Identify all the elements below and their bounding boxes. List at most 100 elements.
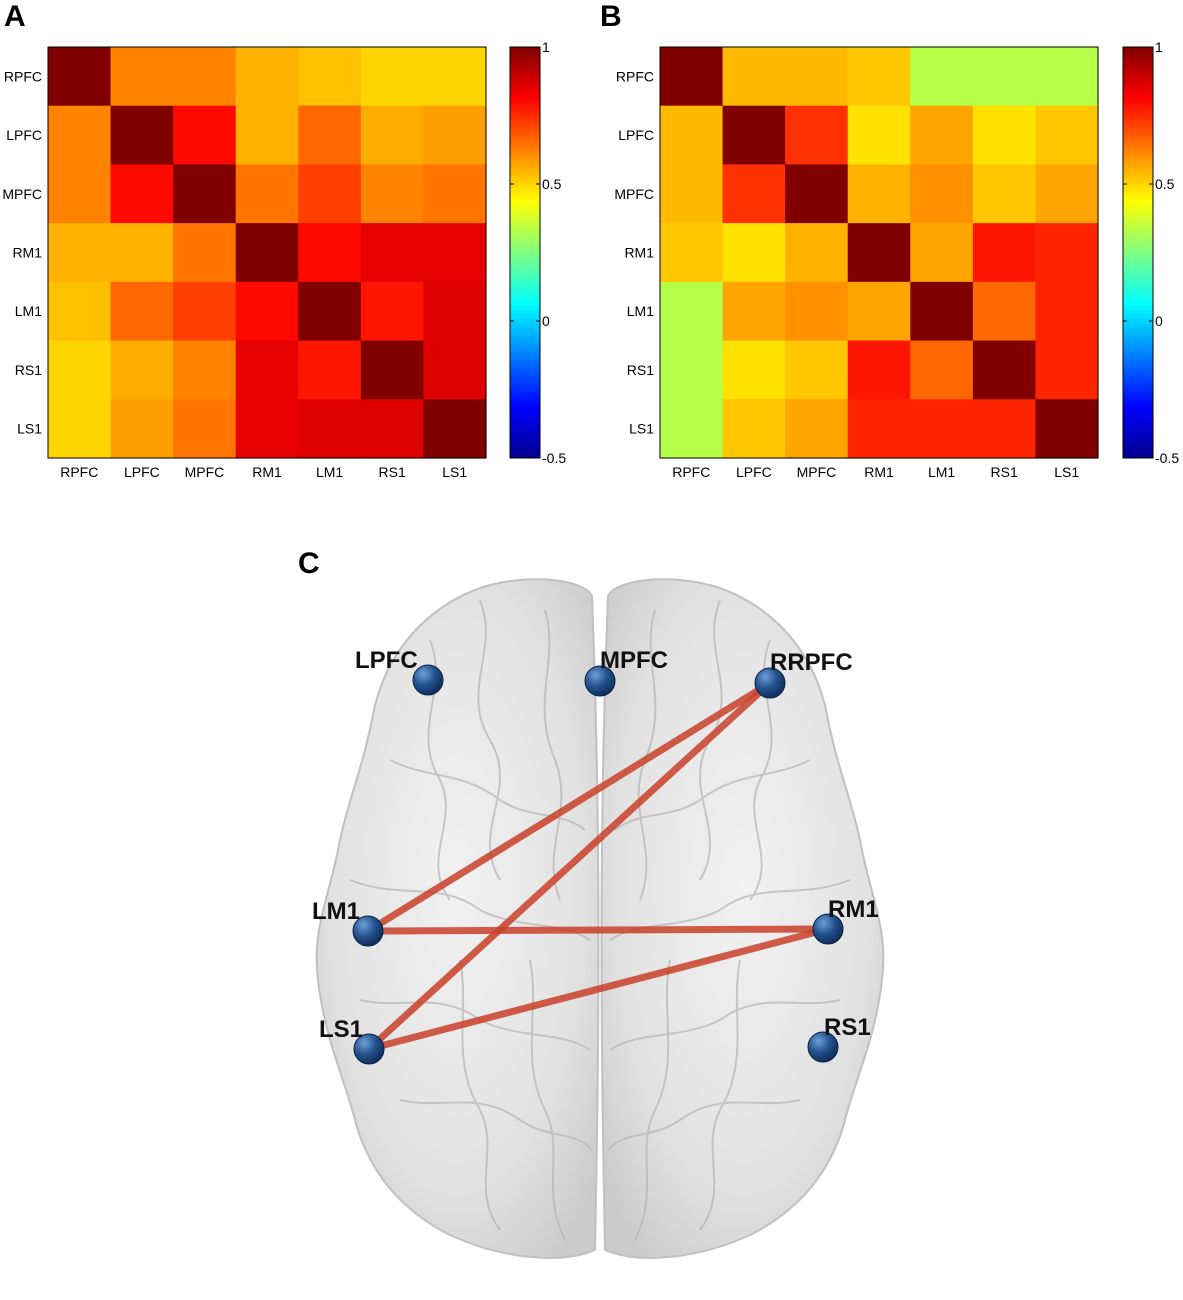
colorbar-ticks-b: 1 0.5 0 -0.5 <box>1123 39 1179 466</box>
heatmap-cell-b-rs1-rpfc <box>660 340 724 400</box>
heatmap-cell-b-lpfc-lpfc <box>722 105 786 166</box>
heatmap-cell-b-rs1-rm1 <box>847 340 911 400</box>
colorbar-tick-label-b-1: 0.5 <box>1155 176 1175 192</box>
heatmap-frame-b <box>659 46 1099 459</box>
node-lpfc <box>412 664 444 696</box>
colorbar-tick-label-b-2: 0 <box>1155 313 1163 329</box>
col-label-b-lpfc: LPFC <box>736 464 772 480</box>
panel-letter-b: B <box>600 0 622 33</box>
col-label-a-mpfc: MPFC <box>185 464 225 480</box>
heatmap-cell-a-rm1-rs1 <box>360 223 425 283</box>
heatmap-cell-b-rm1-rpfc <box>660 223 724 283</box>
brain-illustration <box>315 578 885 1259</box>
node-label-mpfc: MPFC <box>600 647 668 674</box>
row-label-b-mpfc: MPFC <box>614 186 654 202</box>
edge-ls1-rm1 <box>365 925 832 1053</box>
row-label-b-rm1: RM1 <box>624 245 654 261</box>
heatmap-cell-a-lm1-rpfc <box>48 281 112 342</box>
heatmap-cell-b-lm1-lm1 <box>910 281 974 342</box>
colorbar-tick-label-a-0: 1 <box>542 39 550 55</box>
heatmap-cell-b-lpfc-ls1 <box>1035 105 1099 166</box>
heatmap-cell-a-rpfc-mpfc <box>173 47 237 107</box>
node-label-lpfc: LPFC <box>355 647 418 674</box>
col-labels-b: RPFC LPFC MPFC RM1 LM1 RS1 LS1 <box>672 464 1079 480</box>
heatmap-cell-a-ls1-rpfc <box>48 399 112 459</box>
heatmap-cell-b-mpfc-lm1 <box>910 164 974 224</box>
heatmap-cell-b-rm1-lm1 <box>910 223 974 283</box>
node-rs1 <box>807 1031 839 1063</box>
panel-letter-a: A <box>4 0 26 33</box>
heatmap-cell-a-mpfc-lm1 <box>298 164 362 224</box>
heatmap-cell-a-lpfc-ls1 <box>423 105 487 166</box>
col-label-a-rpfc: RPFC <box>60 464 98 480</box>
heatmap-cell-a-rs1-lm1 <box>298 340 362 400</box>
heatmap-cell-a-lpfc-lpfc <box>110 105 174 166</box>
heatmap-cell-a-ls1-ls1 <box>423 399 487 459</box>
heatmap-cell-a-lm1-mpfc <box>173 281 237 342</box>
heatmap-cell-b-mpfc-rpfc <box>660 164 724 224</box>
heatmap-cell-a-mpfc-rpfc <box>48 164 112 224</box>
heatmap-cell-b-rm1-rs1 <box>972 223 1037 283</box>
row-label-b-rpfc: RPFC <box>616 68 654 84</box>
heatmap-cell-a-rpfc-rm1 <box>235 47 299 107</box>
row-label-a-rs1: RS1 <box>15 362 42 378</box>
heatmap-cell-b-ls1-rs1 <box>972 399 1037 459</box>
heatmap-cell-a-rs1-lpfc <box>110 340 174 400</box>
heatmap-cell-b-lpfc-rpfc <box>660 105 724 166</box>
heatmap-cell-a-mpfc-ls1 <box>423 164 487 224</box>
heatmap-cell-a-rs1-rpfc <box>48 340 112 400</box>
colorbar-tick-label-b-3: -0.5 <box>1155 450 1179 466</box>
heatmap-cell-a-lm1-rs1 <box>360 281 425 342</box>
heatmap-cell-a-lm1-lpfc <box>110 281 174 342</box>
heatmap-cell-b-lm1-ls1 <box>1035 281 1099 342</box>
heatmap-cell-b-lm1-rs1 <box>972 281 1037 342</box>
heatmap-cell-a-mpfc-mpfc <box>173 164 237 224</box>
heatmap-cell-b-lm1-rpfc <box>660 281 724 342</box>
heatmap-cell-a-ls1-lm1 <box>298 399 362 459</box>
network-edges <box>364 679 832 1053</box>
heatmap-cell-b-mpfc-mpfc <box>785 164 849 224</box>
colorbar-tick-label-a-2: 0 <box>542 313 550 329</box>
heatmap-cell-a-lm1-ls1 <box>423 281 487 342</box>
heatmap-cell-b-rs1-rs1 <box>972 340 1037 400</box>
heatmap-cell-a-lpfc-rs1 <box>360 105 425 166</box>
heatmap-cell-a-rpfc-lpfc <box>110 47 174 107</box>
heatmap-cell-a-ls1-mpfc <box>173 399 237 459</box>
node-label-rs1: RS1 <box>824 1014 871 1041</box>
col-label-a-lm1: LM1 <box>316 464 343 480</box>
brain-network-panel-c: C <box>298 547 885 1259</box>
heatmap-cell-b-rs1-lpfc <box>722 340 786 400</box>
heatmap-cell-a-rs1-rs1 <box>360 340 425 400</box>
edge-lm1-rm1 <box>364 925 832 935</box>
row-labels-a: RPFC LPFC MPFC RM1 LM1 RS1 LS1 <box>2 68 42 436</box>
heatmap-cells-b <box>660 47 1099 459</box>
heatmap-cell-a-rm1-mpfc <box>173 223 237 283</box>
row-label-a-lpfc: LPFC <box>6 127 42 143</box>
heatmap-cell-a-ls1-rs1 <box>360 399 425 459</box>
row-label-b-lpfc: LPFC <box>618 127 654 143</box>
heatmap-cell-b-rs1-ls1 <box>1035 340 1099 400</box>
node-ls1 <box>353 1033 385 1065</box>
col-label-a-rm1: RM1 <box>252 464 282 480</box>
heatmap-cell-a-rm1-lpfc <box>110 223 174 283</box>
heatmap-cell-a-rpfc-ls1 <box>423 47 487 107</box>
col-label-b-rs1: RS1 <box>991 464 1018 480</box>
colorbar-ticks-a: 1 0.5 0 -0.5 <box>510 39 566 466</box>
heatmap-cell-a-rs1-rm1 <box>235 340 299 400</box>
node-lm1 <box>352 915 384 947</box>
heatmap-cell-a-ls1-lpfc <box>110 399 174 459</box>
colorbar-tick-label-b-0: 1 <box>1155 39 1163 55</box>
heatmap-cell-a-rpfc-rpfc <box>48 47 112 107</box>
heatmap-cell-b-rpfc-rs1 <box>972 47 1037 107</box>
colorbar-tick-label-a-3: -0.5 <box>542 450 566 466</box>
col-label-b-mpfc: MPFC <box>797 464 837 480</box>
heatmap-cell-b-ls1-lpfc <box>722 399 786 459</box>
heatmap-cell-a-lm1-lm1 <box>298 281 362 342</box>
row-label-a-ls1: LS1 <box>17 421 42 437</box>
row-label-a-lm1: LM1 <box>15 303 42 319</box>
heatmap-cell-a-lm1-rm1 <box>235 281 299 342</box>
heatmap-cell-a-lpfc-rpfc <box>48 105 112 166</box>
